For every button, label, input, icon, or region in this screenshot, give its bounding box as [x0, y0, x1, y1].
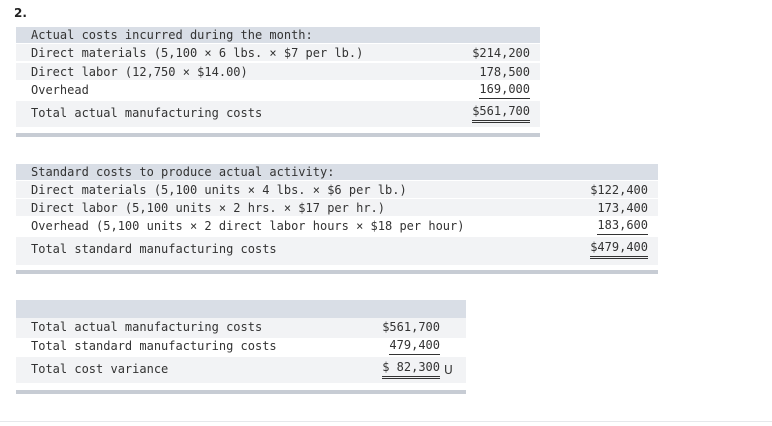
row-amount: 173,400	[597, 201, 648, 215]
section-heading: Standard costs to produce actual activit…	[31, 165, 335, 179]
table-row-band	[16, 318, 466, 338]
total-amount: $561,700	[472, 103, 530, 123]
row-label: Direct labor (12,750 × $14.00)	[31, 65, 248, 79]
row-amount: 178,500	[479, 65, 530, 79]
total-label: Total standard manufacturing costs	[31, 242, 277, 256]
row-amount: $214,200	[472, 46, 530, 60]
total-label: Total cost variance	[31, 362, 169, 376]
row-label: Overhead (5,100 units × 2 direct labor h…	[31, 219, 465, 233]
row-label: Direct materials (5,100 units × 4 lbs. ×…	[31, 183, 407, 197]
row-label: Total actual manufacturing costs	[31, 320, 263, 334]
table-row-band	[16, 181, 658, 198]
actual-costs-table: Actual costs incurred during the month: …	[16, 27, 540, 139]
section-header-band	[16, 164, 658, 180]
row-amount: 183,600	[597, 217, 648, 235]
section-bottom-rule	[16, 133, 540, 137]
table-row-band	[16, 63, 540, 80]
page-bottom-divider	[0, 421, 772, 422]
row-amount: 169,000	[479, 81, 530, 99]
table-row-band	[16, 199, 658, 216]
total-amount: $ 82,300	[382, 359, 440, 379]
total-label: Total actual manufacturing costs	[31, 106, 263, 120]
unfavorable-indicator: U	[444, 363, 453, 377]
total-row-band	[16, 237, 658, 265]
row-label: Direct labor (5,100 units × 2 hrs. × $17…	[31, 201, 386, 215]
table-row-band	[16, 44, 540, 61]
section-bottom-rule	[16, 270, 658, 274]
total-amount: $479,400	[590, 239, 648, 259]
total-row-band	[16, 101, 540, 127]
standard-costs-table: Standard costs to produce actual activit…	[16, 164, 658, 276]
section-heading: Actual costs incurred during the month:	[31, 28, 313, 42]
row-label: Total standard manufacturing costs	[31, 339, 277, 353]
row-amount: $122,400	[590, 183, 648, 197]
section-header-band	[16, 27, 540, 43]
section-header-band	[16, 300, 466, 318]
cost-variance-table: Total actual manufacturing costs $561,70…	[16, 300, 466, 400]
problem-number: 2.	[14, 6, 27, 20]
section-bottom-rule	[16, 390, 466, 394]
row-amount: 479,400	[389, 337, 440, 355]
row-label: Overhead	[31, 83, 89, 97]
row-amount: $561,700	[382, 320, 440, 334]
row-label: Direct materials (5,100 × 6 lbs. × $7 pe…	[31, 46, 364, 60]
